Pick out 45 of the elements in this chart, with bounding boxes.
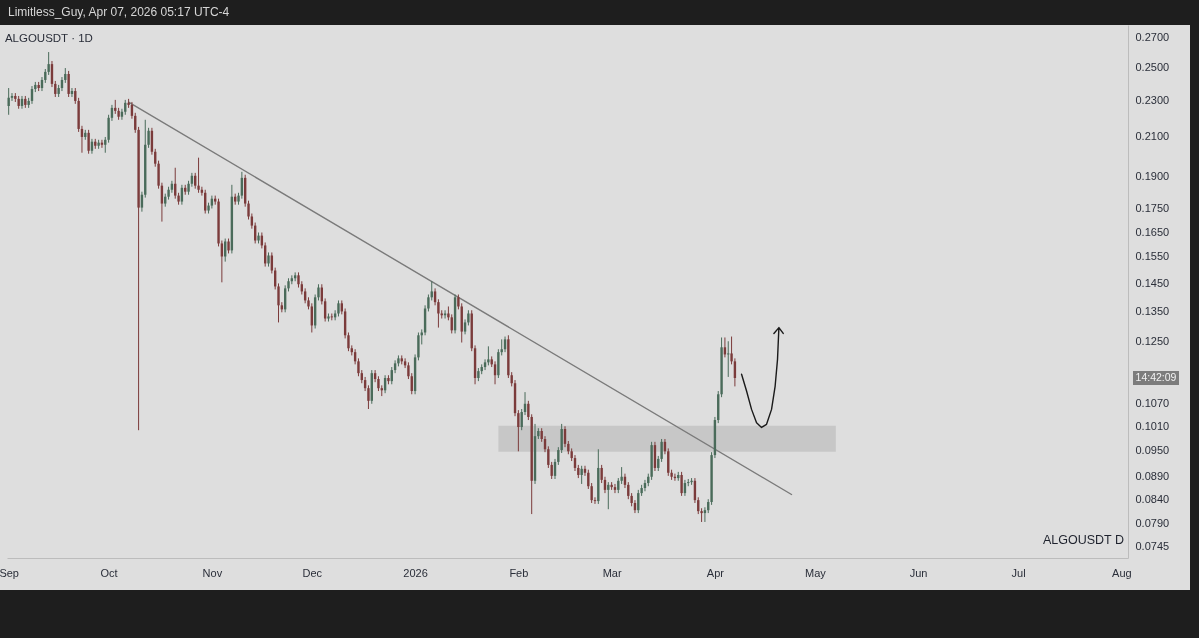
y-tick-label: 0.1550 xyxy=(1135,250,1170,263)
y-tick-label: 0.1900 xyxy=(1135,169,1170,182)
y-tick-label: 0.2700 xyxy=(1135,30,1170,43)
x-tick-label: Apr xyxy=(706,566,725,579)
y-tick-label: 0.0790 xyxy=(1135,516,1170,529)
y-tick-label: 0.1450 xyxy=(1135,276,1170,289)
y-tick-label: 0.1070 xyxy=(1135,396,1170,409)
y-tick-label: 0.1750 xyxy=(1135,202,1170,215)
y-tick-label: 0.2100 xyxy=(1135,130,1170,143)
candlestick xyxy=(7,87,10,116)
x-tick-label: Nov xyxy=(202,566,223,579)
y-tick-label: 0.2300 xyxy=(1135,94,1170,107)
candlestick xyxy=(727,340,730,378)
text: Limitless_Guy, Apr 07, 2026 05:17 UTC-4 xyxy=(8,5,230,19)
x-tick-label: Jun xyxy=(909,566,928,579)
candlestick xyxy=(483,358,487,371)
y-tick-label: 0.0950 xyxy=(1135,443,1170,456)
x-tick-label: Dec xyxy=(302,566,323,579)
candlestick xyxy=(580,465,583,485)
y-tick-label: 0.0840 xyxy=(1135,492,1170,505)
candlestick xyxy=(607,481,610,510)
y-tick-label: 0.1250 xyxy=(1135,335,1170,348)
x-tick-label: Sep xyxy=(0,566,19,579)
candlestick xyxy=(680,471,683,497)
candlestick xyxy=(67,70,70,98)
x-tick-label: Oct xyxy=(100,566,118,579)
x-tick-label: Feb xyxy=(509,566,529,579)
candlestick xyxy=(487,345,490,366)
y-tick-label: 0.1350 xyxy=(1135,304,1170,317)
line-series xyxy=(740,326,784,429)
x-tick-label: Jul xyxy=(1011,566,1026,579)
candlestick xyxy=(87,129,90,155)
y-tick-label: 0.0745 xyxy=(1135,540,1170,553)
y-tick-label: 0.0890 xyxy=(1135,469,1170,482)
y-tick-label: 0.1010 xyxy=(1135,419,1170,432)
y-tick-label: 0.2500 xyxy=(1135,61,1170,74)
x-tick-label: May xyxy=(804,566,827,579)
text: 14:42:09 xyxy=(1135,370,1177,383)
annotation: ALGOUSDT D xyxy=(1042,533,1124,547)
candlestick xyxy=(197,157,200,194)
text: ALGOUSDT · 1D xyxy=(4,31,93,44)
x-tick-label: 2026 xyxy=(403,566,428,579)
x-tick-label: Aug xyxy=(1112,566,1132,579)
y-tick-label: 0.1650 xyxy=(1135,225,1170,238)
x-tick-label: Mar xyxy=(602,566,622,579)
